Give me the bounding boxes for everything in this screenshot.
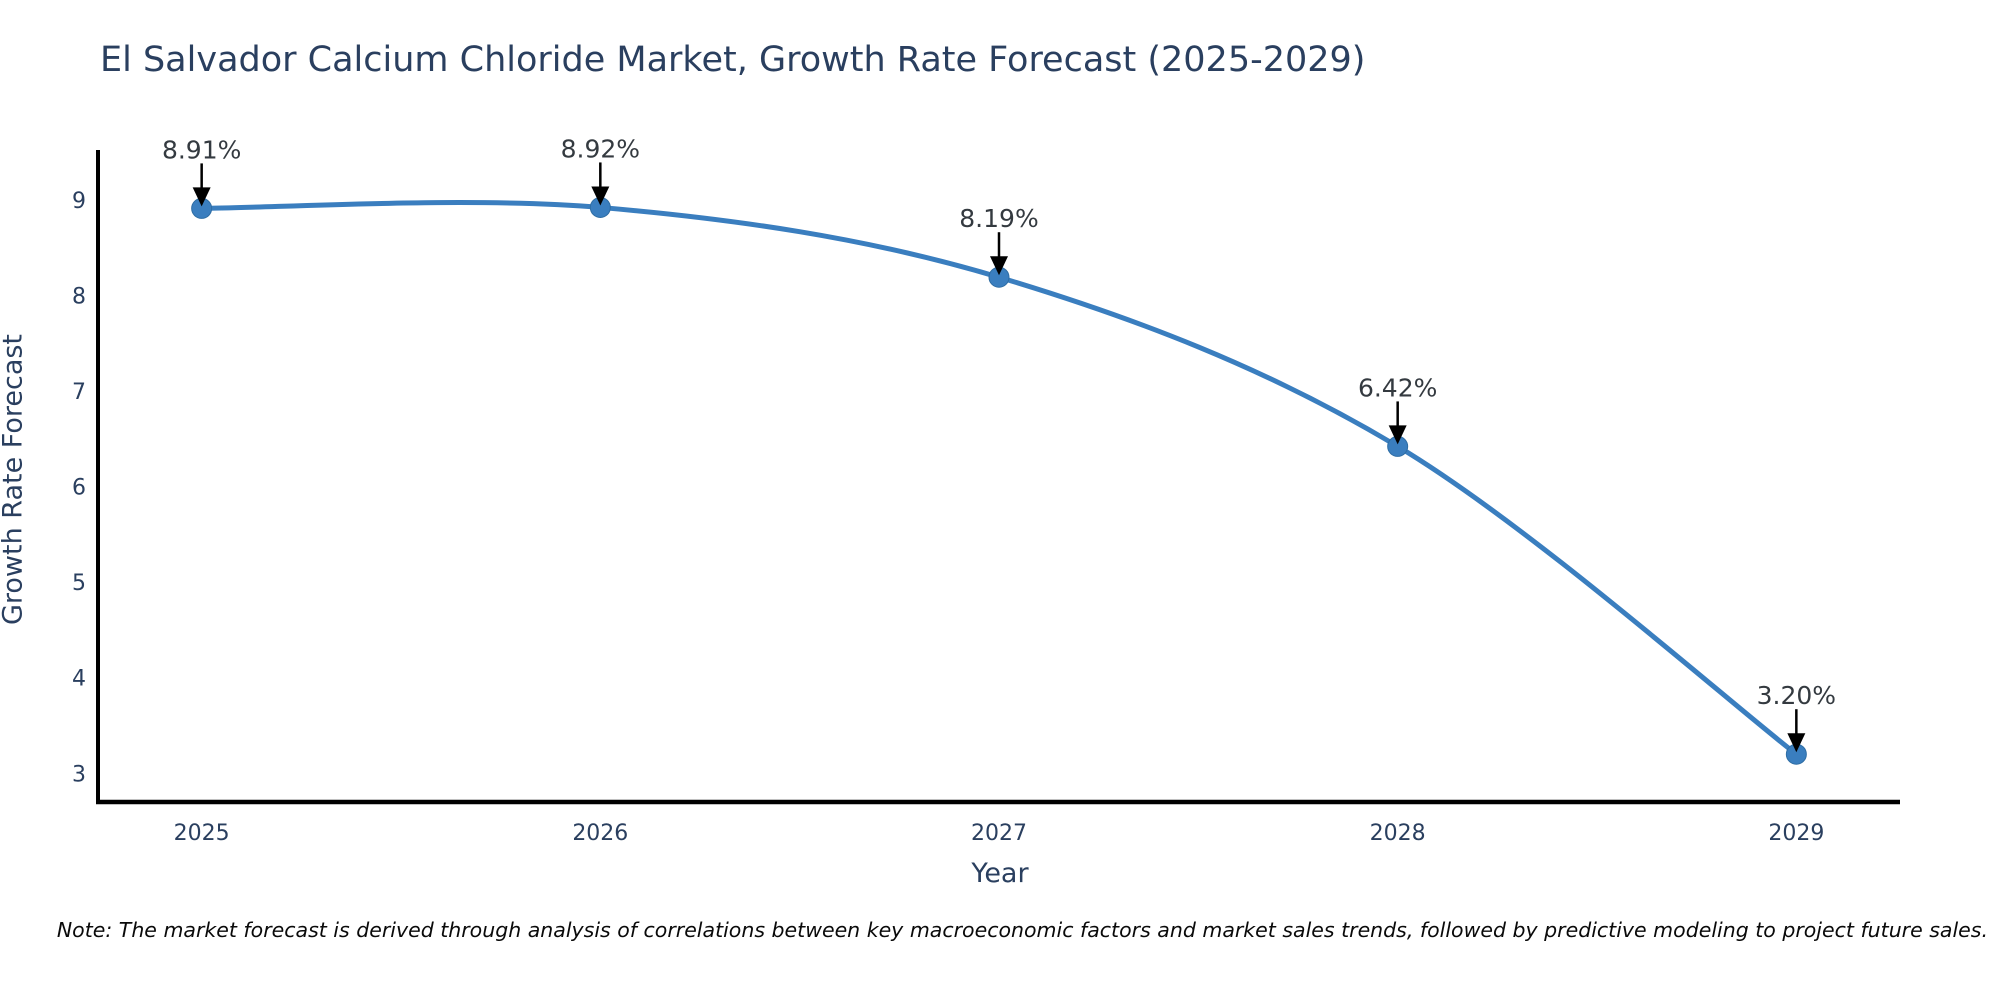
annotation-arrowhead: [591, 186, 610, 206]
point-annotation: 6.42%: [1358, 373, 1437, 402]
y-tick-label: 4: [72, 667, 86, 692]
x-tick-label: 2025: [174, 821, 230, 846]
annotation-arrowhead: [990, 256, 1008, 276]
x-tick-label: 2027: [971, 821, 1027, 846]
y-tick-label: 3: [72, 762, 86, 787]
y-tick-label: 8: [72, 284, 86, 309]
x-tick-label: 2029: [1768, 821, 1824, 846]
x-axis-title: Year: [971, 858, 1029, 889]
annotation-arrowhead: [1388, 425, 1407, 445]
point-annotation: 8.91%: [162, 135, 241, 164]
y-tick-label: 7: [72, 380, 86, 405]
x-tick-label: 2026: [572, 821, 628, 846]
y-tick-label: 5: [72, 571, 86, 596]
x-tick-label: 2028: [1370, 821, 1426, 846]
point-annotation: 3.20%: [1757, 681, 1836, 710]
point-annotation: 8.92%: [561, 134, 640, 163]
annotation-arrowhead: [1787, 733, 1806, 753]
chart-title: El Salvador Calcium Chloride Market, Gro…: [100, 40, 1366, 80]
y-tick-label: 6: [72, 476, 86, 501]
y-tick-label: 9: [72, 189, 86, 214]
point-annotation: 8.19%: [959, 204, 1038, 233]
annotation-arrowhead: [192, 187, 211, 207]
footnote: Note: The market forecast is derived thr…: [56, 918, 1988, 942]
